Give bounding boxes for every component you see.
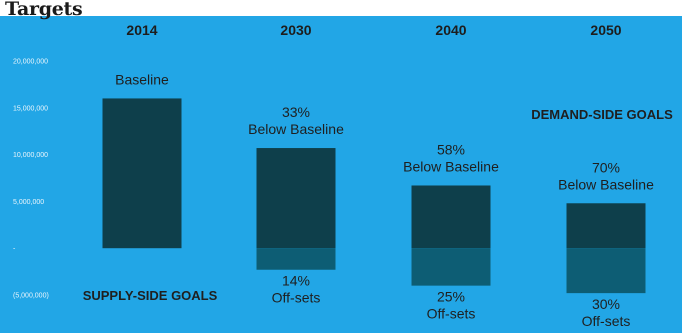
offset-annotation: Off-sets	[272, 290, 321, 306]
demand-bar	[102, 98, 182, 249]
y-tick-label: 10,000,000	[13, 152, 48, 159]
x-category-label: 2040	[435, 22, 466, 38]
y-tick-label: 15,000,000	[13, 105, 48, 112]
supply-side-goals-label: SUPPLY-SIDE GOALS	[83, 288, 218, 303]
offset-annotation: 14%	[282, 273, 310, 289]
top-strip	[0, 0, 682, 16]
x-category-label: 2050	[590, 22, 621, 38]
bar-annotation: Baseline	[115, 71, 169, 87]
supply-bar	[411, 248, 491, 286]
demand-bar	[566, 203, 646, 249]
offset-annotation: Off-sets	[582, 313, 631, 329]
offset-annotation: Off-sets	[427, 306, 476, 322]
x-category-label: 2030	[280, 22, 311, 38]
bar-annotation: Below Baseline	[558, 176, 654, 192]
demand-side-goals-label: DEMAND-SIDE GOALS	[531, 107, 673, 122]
bar-annotation: Below Baseline	[248, 121, 344, 137]
y-tick-label: (5,000,000)	[13, 293, 49, 300]
offset-annotation: 30%	[592, 296, 620, 312]
y-tick-label: -	[13, 246, 16, 253]
bar-annotation: 33%	[282, 104, 310, 120]
demand-bar	[256, 148, 336, 249]
bar-annotation: 58%	[437, 141, 465, 157]
x-category-label: 2014	[126, 22, 157, 38]
y-tick-label: 5,000,000	[13, 199, 44, 206]
offset-annotation: 25%	[437, 289, 465, 305]
y-tick-label: 20,000,000	[13, 59, 48, 66]
page-heading: Targets	[5, 0, 83, 20]
supply-bar	[566, 248, 646, 294]
supply-bar	[256, 248, 336, 270]
demand-bar	[411, 185, 491, 249]
bar-annotation: Below Baseline	[403, 158, 499, 174]
bar-annotation: 70%	[592, 159, 620, 175]
